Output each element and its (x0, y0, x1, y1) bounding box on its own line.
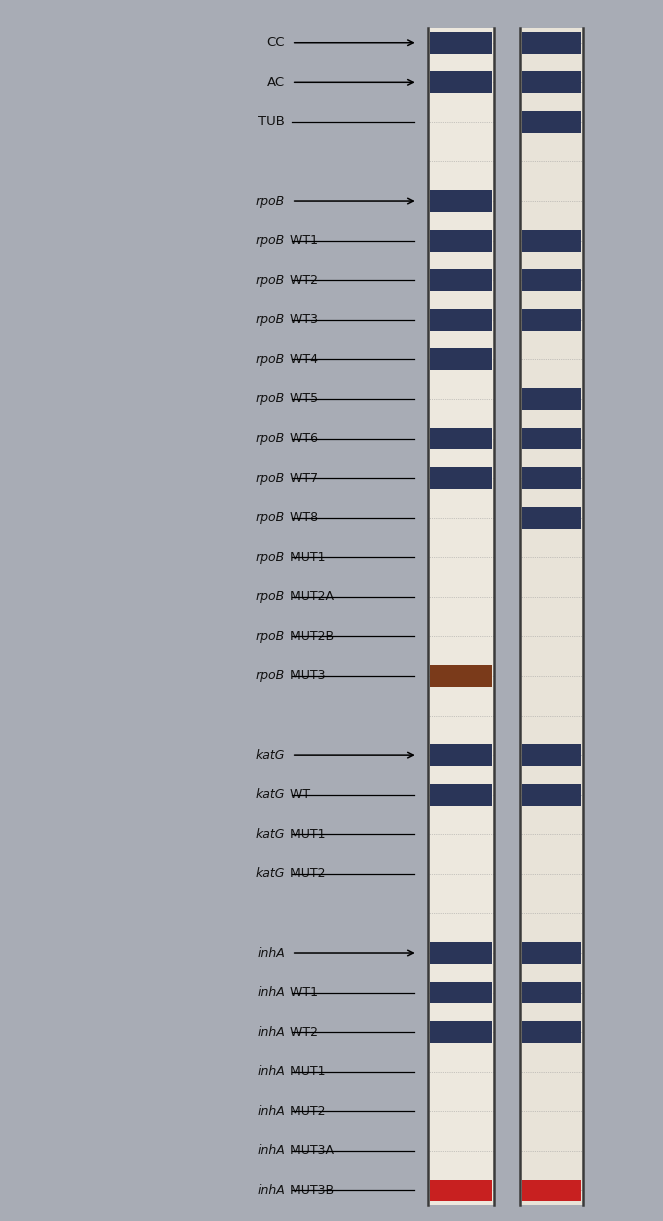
Bar (522, 230, 581, 252)
Text: rpoB: rpoB (256, 471, 285, 485)
Bar (520, 28, 583, 1205)
Text: rpoB: rpoB (256, 353, 285, 366)
Text: CC: CC (267, 37, 285, 49)
Text: WT3: WT3 (286, 314, 318, 326)
Bar (522, 427, 581, 449)
Text: inhA: inhA (257, 987, 285, 999)
Text: rpoB: rpoB (256, 551, 285, 564)
Text: inhA: inhA (257, 1184, 285, 1197)
Bar (522, 784, 581, 806)
Bar (522, 111, 581, 133)
Bar (522, 745, 581, 766)
Text: WT2: WT2 (286, 274, 318, 287)
Bar (522, 270, 581, 291)
Bar (430, 309, 492, 331)
Bar (430, 72, 492, 93)
Bar (430, 427, 492, 449)
Bar (428, 28, 494, 1205)
Text: katG: katG (256, 867, 285, 880)
Text: rpoB: rpoB (256, 512, 285, 524)
Text: rpoB: rpoB (256, 274, 285, 287)
Text: rpoB: rpoB (256, 392, 285, 405)
Bar (522, 468, 581, 488)
Text: MUT1: MUT1 (286, 1065, 326, 1078)
Text: WT4: WT4 (286, 353, 318, 366)
Text: katG: katG (256, 828, 285, 841)
Bar (430, 230, 492, 252)
Text: rpoB: rpoB (256, 669, 285, 683)
Bar (430, 468, 492, 488)
Text: katG: katG (256, 789, 285, 801)
Text: WT5: WT5 (286, 392, 318, 405)
Bar (430, 982, 492, 1004)
Text: MUT1: MUT1 (286, 551, 326, 564)
Text: WT8: WT8 (286, 512, 318, 524)
Bar (522, 32, 581, 54)
Bar (430, 784, 492, 806)
Text: rpoB: rpoB (256, 432, 285, 444)
Bar (522, 1021, 581, 1043)
Text: katG: katG (256, 748, 285, 762)
Text: TUB: TUB (258, 116, 285, 128)
Text: WT7: WT7 (286, 471, 318, 485)
Bar (522, 982, 581, 1004)
Text: MUT2: MUT2 (286, 1105, 326, 1117)
Bar (430, 745, 492, 766)
Bar (430, 348, 492, 370)
Text: rpoB: rpoB (256, 194, 285, 208)
Bar (522, 388, 581, 410)
Bar (430, 665, 492, 687)
Bar (522, 72, 581, 93)
Text: AC: AC (267, 76, 285, 89)
Bar (522, 507, 581, 529)
Bar (430, 32, 492, 54)
Bar (430, 1179, 492, 1201)
Bar (430, 1021, 492, 1043)
Text: inhA: inhA (257, 1144, 285, 1158)
Bar (522, 1179, 581, 1201)
Text: rpoB: rpoB (256, 314, 285, 326)
Text: MUT1: MUT1 (286, 828, 326, 841)
Bar (522, 309, 581, 331)
Bar (522, 943, 581, 963)
Text: MUT2B: MUT2B (286, 630, 335, 643)
Bar (430, 270, 492, 291)
Text: WT2: WT2 (286, 1026, 318, 1039)
Text: inhA: inhA (257, 1105, 285, 1117)
Text: rpoB: rpoB (256, 234, 285, 247)
Text: MUT3A: MUT3A (286, 1144, 334, 1158)
Bar (430, 943, 492, 963)
Text: WT: WT (286, 789, 310, 801)
Text: rpoB: rpoB (256, 630, 285, 643)
Text: WT1: WT1 (286, 987, 318, 999)
Text: MUT2A: MUT2A (286, 590, 334, 603)
Text: rpoB: rpoB (256, 590, 285, 603)
Text: inhA: inhA (257, 1065, 285, 1078)
Text: WT6: WT6 (286, 432, 318, 444)
Text: MUT3: MUT3 (286, 669, 326, 683)
Bar (430, 190, 492, 212)
Text: inhA: inhA (257, 1026, 285, 1039)
Text: MUT3B: MUT3B (286, 1184, 335, 1197)
Text: inhA: inhA (257, 946, 285, 960)
Text: MUT2: MUT2 (286, 867, 326, 880)
Text: WT1: WT1 (286, 234, 318, 247)
